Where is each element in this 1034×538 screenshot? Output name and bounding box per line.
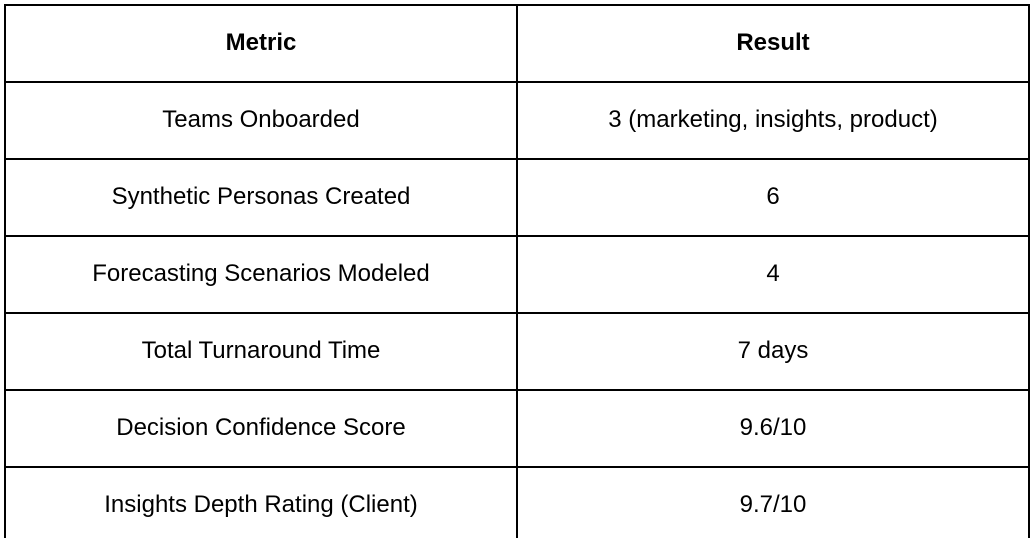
result-cell: 9.7/10 [516, 466, 1030, 538]
metrics-table: Metric Result Teams Onboarded 3 (marketi… [4, 4, 1030, 538]
column-header-metric: Metric [4, 4, 518, 83]
table-row: Synthetic Personas Created 6 [4, 158, 1030, 237]
result-cell: 3 (marketing, insights, product) [516, 81, 1030, 160]
metric-cell: Total Turnaround Time [4, 312, 518, 391]
metric-cell: Teams Onboarded [4, 81, 518, 160]
table-row: Teams Onboarded 3 (marketing, insights, … [4, 81, 1030, 160]
metric-cell: Decision Confidence Score [4, 389, 518, 468]
table-row: Insights Depth Rating (Client) 9.7/10 [4, 466, 1030, 538]
column-header-result: Result [516, 4, 1030, 83]
table-row: Forecasting Scenarios Modeled 4 [4, 235, 1030, 314]
result-cell: 7 days [516, 312, 1030, 391]
result-cell: 9.6/10 [516, 389, 1030, 468]
table-row: Total Turnaround Time 7 days [4, 312, 1030, 391]
metric-cell: Synthetic Personas Created [4, 158, 518, 237]
result-cell: 4 [516, 235, 1030, 314]
table-header-row: Metric Result [4, 4, 1030, 83]
metric-cell: Insights Depth Rating (Client) [4, 466, 518, 538]
result-cell: 6 [516, 158, 1030, 237]
metric-cell: Forecasting Scenarios Modeled [4, 235, 518, 314]
table-row: Decision Confidence Score 9.6/10 [4, 389, 1030, 468]
